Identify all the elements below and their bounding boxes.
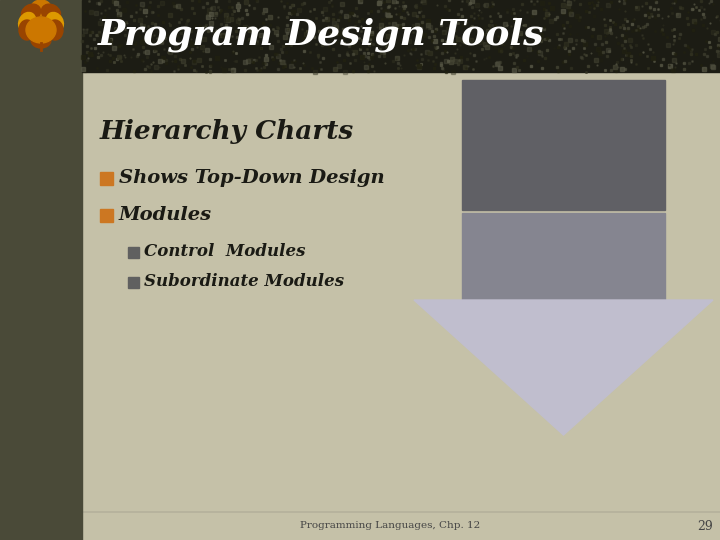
Bar	[100, 209, 113, 222]
Text: Programming Languages, Chp. 12: Programming Languages, Chp. 12	[300, 522, 480, 530]
Polygon shape	[414, 300, 713, 435]
Ellipse shape	[26, 17, 56, 43]
Text: Shows Top-Down Design: Shows Top-Down Design	[119, 169, 384, 187]
Bar	[128, 247, 139, 258]
Ellipse shape	[46, 12, 63, 31]
Ellipse shape	[19, 20, 35, 40]
Ellipse shape	[42, 4, 60, 21]
Bar	[462, 80, 665, 210]
Text: Modules: Modules	[119, 206, 212, 224]
Text: 29: 29	[697, 519, 713, 532]
Bar	[462, 213, 665, 300]
Bar	[0, 0, 82, 540]
Bar	[100, 172, 113, 185]
Text: Control  Modules: Control Modules	[144, 244, 305, 260]
Text: Subordinate Modules: Subordinate Modules	[144, 273, 344, 291]
Ellipse shape	[31, 0, 51, 16]
Bar	[128, 277, 139, 288]
Bar	[82, 0, 720, 72]
Ellipse shape	[47, 20, 63, 40]
Text: Program Design Tools: Program Design Tools	[98, 17, 544, 52]
Ellipse shape	[19, 12, 36, 31]
Text: Hierarchy Charts: Hierarchy Charts	[100, 119, 354, 145]
Ellipse shape	[22, 4, 40, 21]
Ellipse shape	[31, 32, 51, 48]
